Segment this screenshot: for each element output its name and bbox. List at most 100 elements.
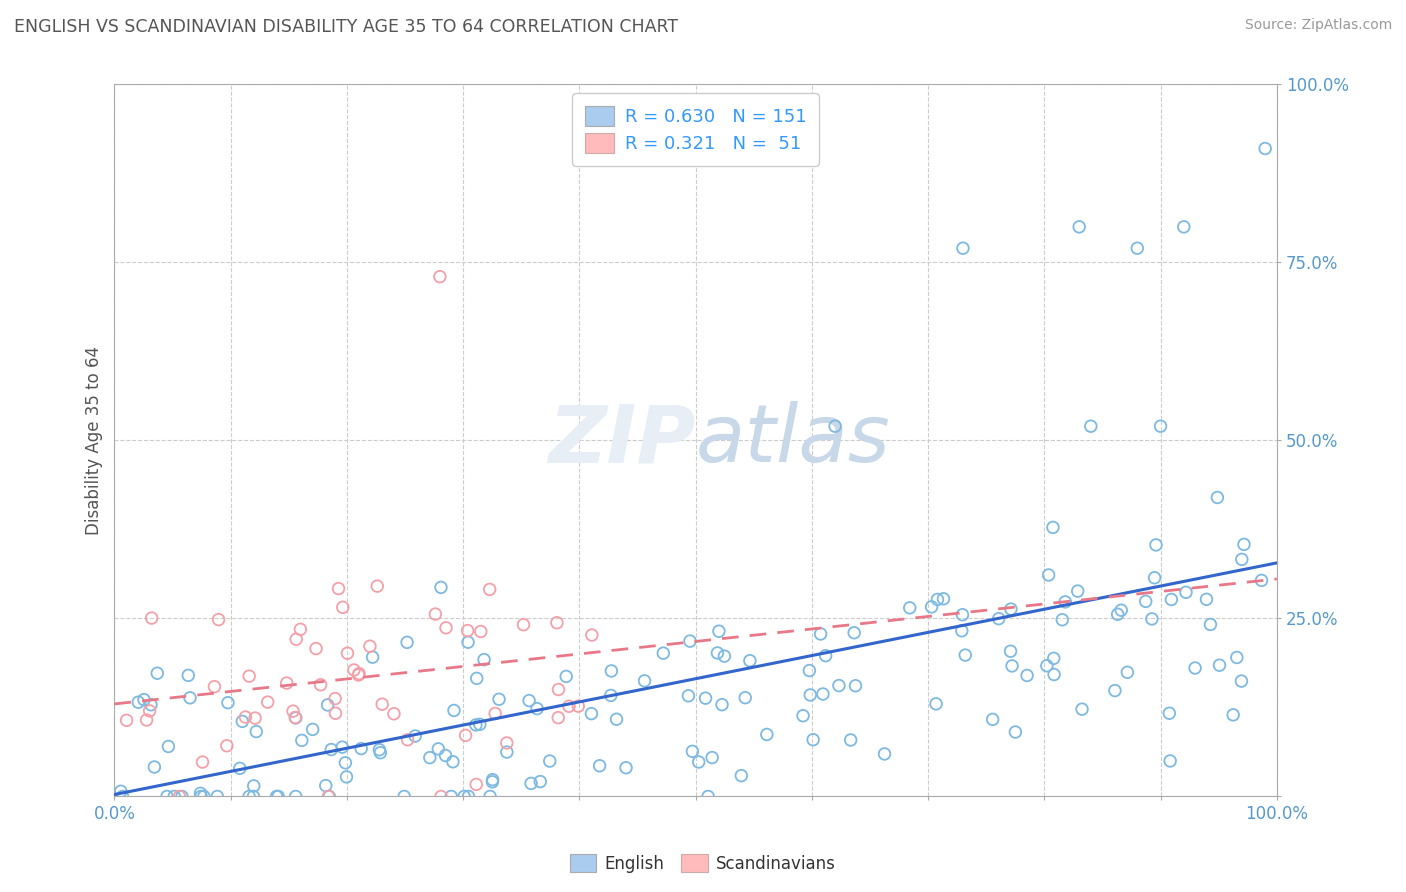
Point <box>242 779 264 793</box>
Point <box>547 711 569 725</box>
Point <box>1160 592 1182 607</box>
Point <box>243 711 266 725</box>
Point <box>330 740 353 755</box>
Point <box>427 742 450 756</box>
Point <box>170 789 193 804</box>
Point <box>404 729 426 743</box>
Point <box>285 632 308 647</box>
Point <box>488 692 510 706</box>
Point <box>479 789 502 804</box>
Point <box>898 600 921 615</box>
Point <box>925 697 948 711</box>
Point <box>382 706 405 721</box>
Point <box>955 648 977 662</box>
Point <box>315 779 337 793</box>
Point <box>191 755 214 769</box>
Point <box>581 706 603 721</box>
Point <box>457 635 479 649</box>
Point <box>347 668 370 682</box>
Point <box>481 774 503 789</box>
Point <box>316 698 339 712</box>
Point <box>127 695 149 709</box>
Point <box>1149 419 1171 434</box>
Point <box>1230 552 1253 566</box>
Point <box>555 669 578 683</box>
Point <box>873 747 896 761</box>
Point <box>706 646 728 660</box>
Point <box>430 789 453 804</box>
Point <box>177 668 200 682</box>
Point <box>1135 594 1157 608</box>
Point <box>138 704 160 718</box>
Point <box>468 717 491 731</box>
Point <box>396 635 419 649</box>
Point <box>1226 650 1249 665</box>
Point <box>755 727 778 741</box>
Point <box>599 689 621 703</box>
Point <box>792 708 814 723</box>
Point <box>824 419 846 434</box>
Point <box>950 624 973 638</box>
Point <box>425 607 447 621</box>
Point <box>359 639 381 653</box>
Point <box>457 789 479 804</box>
Point <box>495 736 517 750</box>
Point <box>169 789 191 804</box>
Point <box>139 698 162 712</box>
Point <box>679 634 702 648</box>
Point <box>614 761 637 775</box>
Point <box>517 693 540 707</box>
Point <box>526 701 548 715</box>
Point <box>1038 568 1060 582</box>
Point <box>484 706 506 721</box>
Point <box>652 646 675 660</box>
Point <box>1107 607 1129 622</box>
Point <box>231 714 253 729</box>
Point <box>1143 571 1166 585</box>
Point <box>1042 520 1064 534</box>
Point <box>581 628 603 642</box>
Point <box>434 748 457 763</box>
Point <box>1069 219 1091 234</box>
Point <box>245 724 267 739</box>
Point <box>392 789 415 804</box>
Point <box>1017 668 1039 682</box>
Point <box>465 777 488 791</box>
Point <box>1104 683 1126 698</box>
Point <box>927 592 949 607</box>
Point <box>368 743 391 757</box>
Point <box>588 758 610 772</box>
Point <box>110 784 132 798</box>
Point <box>157 739 180 754</box>
Point <box>335 770 357 784</box>
Point <box>1042 651 1064 665</box>
Point <box>697 789 720 804</box>
Point <box>443 703 465 717</box>
Point <box>1116 665 1139 680</box>
Point <box>441 755 464 769</box>
Point <box>987 612 1010 626</box>
Point <box>336 646 359 660</box>
Point <box>465 672 488 686</box>
Point <box>633 673 655 688</box>
Point <box>707 624 730 639</box>
Point <box>472 652 495 666</box>
Point <box>1233 537 1256 551</box>
Point <box>1230 674 1253 689</box>
Point <box>328 582 350 596</box>
Point <box>1222 707 1244 722</box>
Point <box>204 680 226 694</box>
Point <box>678 689 700 703</box>
Point <box>529 774 551 789</box>
Point <box>267 789 290 804</box>
Point <box>132 692 155 706</box>
Point <box>1071 702 1094 716</box>
Point <box>921 599 943 614</box>
Point <box>256 695 278 709</box>
Point <box>814 648 837 663</box>
Point <box>284 711 307 725</box>
Point <box>366 579 388 593</box>
Point <box>600 664 623 678</box>
Point <box>419 750 441 764</box>
Point <box>325 706 347 721</box>
